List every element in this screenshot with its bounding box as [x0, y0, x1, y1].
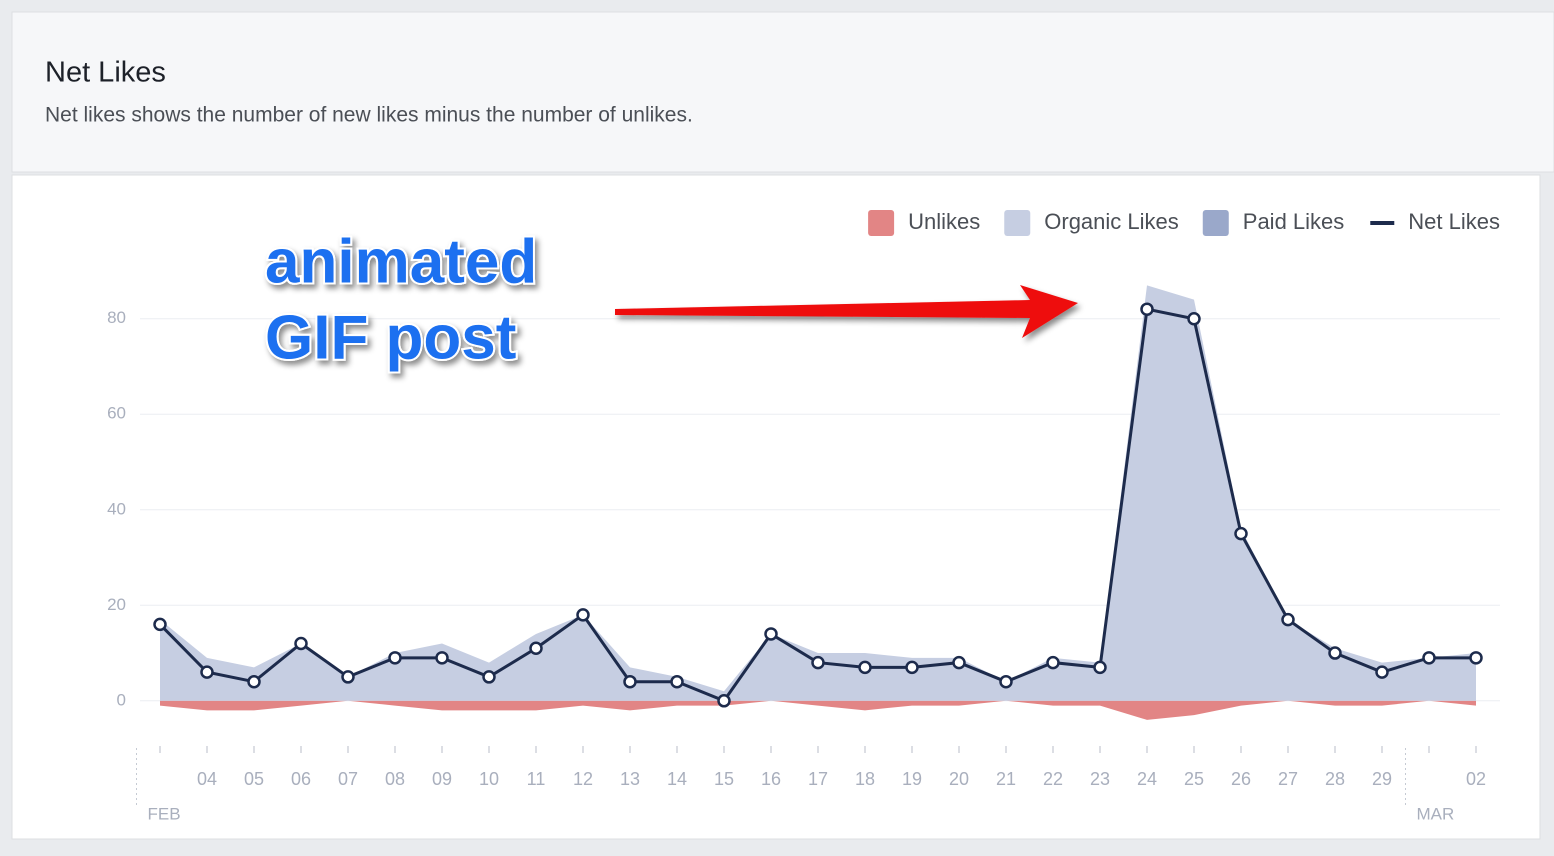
- x-tick-label: 21: [996, 769, 1016, 789]
- point: [717, 694, 731, 708]
- x-tick-label: 27: [1278, 769, 1298, 789]
- point: [1234, 526, 1248, 541]
- point: [1093, 660, 1107, 675]
- point: [341, 670, 355, 684]
- legend-label: Unlikes: [908, 209, 980, 234]
- point: [623, 674, 637, 689]
- annotation-arrow: [615, 285, 1078, 338]
- legend-label: Paid Likes: [1243, 209, 1345, 234]
- x-tick-label: 11: [527, 769, 546, 789]
- annotation-text: animated: [265, 227, 537, 296]
- point: [388, 651, 402, 665]
- point: [1046, 655, 1060, 670]
- point: [1375, 665, 1389, 679]
- point: [1422, 651, 1436, 665]
- legend-swatch: [868, 210, 895, 236]
- legend-label: Net Likes: [1408, 209, 1500, 234]
- y-tick-label: 20: [107, 595, 126, 614]
- legend-swatch: [1370, 221, 1395, 225]
- x-tick-label: 25: [1184, 769, 1204, 789]
- x-tick-label: 12: [573, 769, 593, 789]
- x-tick-label: 18: [855, 769, 875, 789]
- point: [905, 660, 919, 675]
- y-tick-label: 0: [117, 690, 126, 709]
- x-tick-label: 09: [432, 769, 452, 789]
- legend-label: Organic Likes: [1044, 209, 1179, 234]
- point: [1140, 302, 1154, 316]
- x-tick-label: 08: [385, 769, 405, 789]
- area: [160, 285, 1476, 701]
- month-label: FEB: [148, 804, 181, 823]
- point: [435, 651, 449, 665]
- point: [764, 627, 778, 641]
- point: [811, 655, 825, 670]
- point: [200, 665, 214, 679]
- x-tick-label: 02: [1466, 769, 1486, 789]
- x-tick-label: 05: [244, 769, 264, 789]
- legend-swatch: [1004, 210, 1031, 236]
- x-tick-label: 14: [667, 769, 687, 789]
- x-tick-label: 10: [479, 769, 499, 789]
- legend: Net Likes Paid Likes Organic Likes Unlikes: [868, 209, 1500, 236]
- point: [670, 674, 684, 689]
- y-tick-label: 60: [107, 404, 126, 423]
- y-tick-label: 40: [107, 499, 126, 518]
- x-tick-label: 20: [949, 769, 969, 789]
- point: [952, 655, 966, 670]
- annotation: animated GIF post: [263, 225, 1078, 374]
- point: [1328, 646, 1342, 660]
- point: [858, 660, 872, 675]
- x-tick-label: 07: [338, 769, 358, 789]
- legend-swatch: [1202, 210, 1229, 236]
- point: [576, 608, 590, 622]
- x-tick-label: 26: [1231, 769, 1251, 789]
- x-tick-label: 13: [620, 769, 640, 789]
- x-tick-label: 16: [761, 769, 781, 789]
- x-tick-label: 15: [714, 769, 734, 789]
- x-tick-label: 17: [808, 769, 828, 789]
- header-panel: [11, 11, 1554, 173]
- x-tick-label: 29: [1372, 769, 1392, 789]
- x-tick-label: 22: [1043, 769, 1063, 789]
- y-tick-label: 80: [107, 308, 126, 327]
- point: [153, 617, 167, 632]
- point: [482, 670, 496, 684]
- point: [1187, 312, 1201, 326]
- x-tick-label: 19: [902, 769, 922, 789]
- x-tick-label: 06: [291, 769, 311, 789]
- subtitle: Net likes shows the number of new likes …: [45, 104, 693, 127]
- x-tick-label: 04: [197, 769, 217, 789]
- chart-panel: [11, 174, 1541, 840]
- month-label: MAR: [1417, 804, 1455, 823]
- point: [1281, 612, 1295, 627]
- point: [294, 636, 308, 651]
- point: [999, 674, 1013, 689]
- x-tick-label: 24: [1137, 769, 1157, 789]
- annotation-text: GIF post: [265, 303, 516, 372]
- point: [529, 641, 543, 656]
- x-tick-label: 28: [1325, 769, 1345, 789]
- area: [160, 700, 1476, 720]
- point: [1469, 651, 1483, 665]
- title: Net Likes: [45, 57, 166, 89]
- point: [247, 674, 261, 689]
- x-tick-label: 23: [1090, 769, 1110, 789]
